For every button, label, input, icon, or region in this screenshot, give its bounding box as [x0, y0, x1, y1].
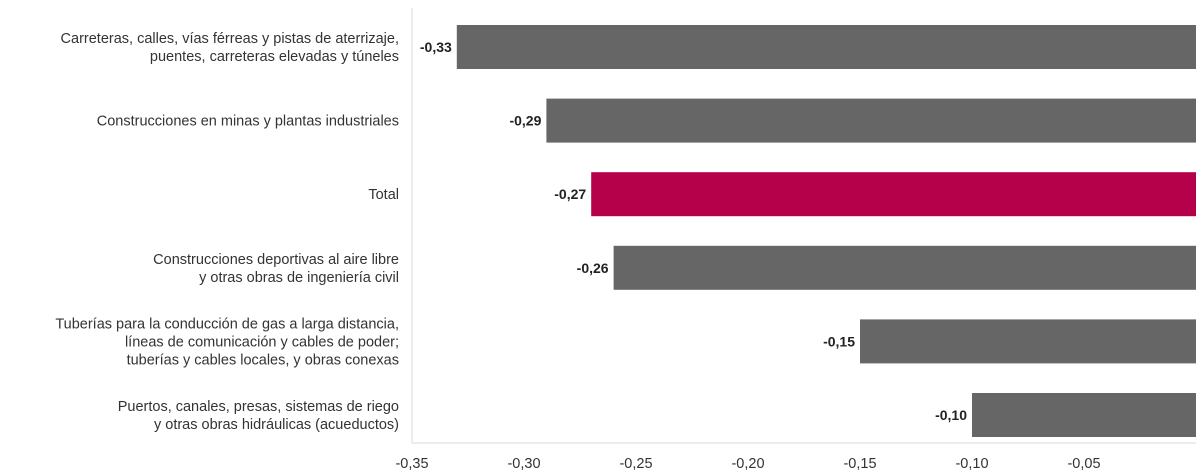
bar — [456, 25, 1196, 69]
x-tick-label: -0,15 — [843, 456, 876, 472]
category-label: Puertos, canales, presas, sistemas de ri… — [118, 399, 399, 415]
bar — [546, 98, 1196, 143]
x-tick-label: -0,35 — [395, 456, 428, 472]
data-label: -0,27 — [554, 186, 586, 202]
x-tick-label: -0,25 — [619, 456, 652, 472]
bar — [972, 393, 1196, 437]
x-tick-label: -0,05 — [1067, 456, 1100, 472]
bar — [860, 319, 1196, 364]
bar — [591, 172, 1196, 217]
category-label: Construcciones deportivas al aire libre — [153, 252, 399, 268]
category-label: Tuberías para la conducción de gas a lar… — [55, 316, 399, 332]
data-label: -0,26 — [577, 260, 609, 276]
category-label: Total — [368, 187, 399, 203]
x-tick-label: -0,20 — [731, 456, 764, 472]
data-label: -0,29 — [509, 113, 541, 129]
data-label: -0,33 — [420, 39, 452, 55]
category-label: tuberías y cables locales, y obras conex… — [127, 352, 399, 368]
x-tick-label: -0,30 — [507, 456, 540, 472]
x-tick-label: -0,10 — [955, 456, 988, 472]
category-label: y otras obras hidráulicas (acueductos) — [154, 417, 399, 433]
bar — [613, 245, 1196, 290]
data-label: -0,15 — [823, 333, 855, 349]
category-label: puentes, carreteras elevadas y túneles — [150, 49, 399, 65]
category-label: líneas de comunicación y cables de poder… — [125, 334, 399, 350]
category-label: Carreteras, calles, vías férreas y pista… — [61, 31, 399, 47]
category-label: Construcciones en minas y plantas indust… — [97, 114, 399, 130]
category-label: y otras obras de ingeniería civil — [199, 270, 399, 286]
data-label: -0,10 — [935, 407, 967, 423]
